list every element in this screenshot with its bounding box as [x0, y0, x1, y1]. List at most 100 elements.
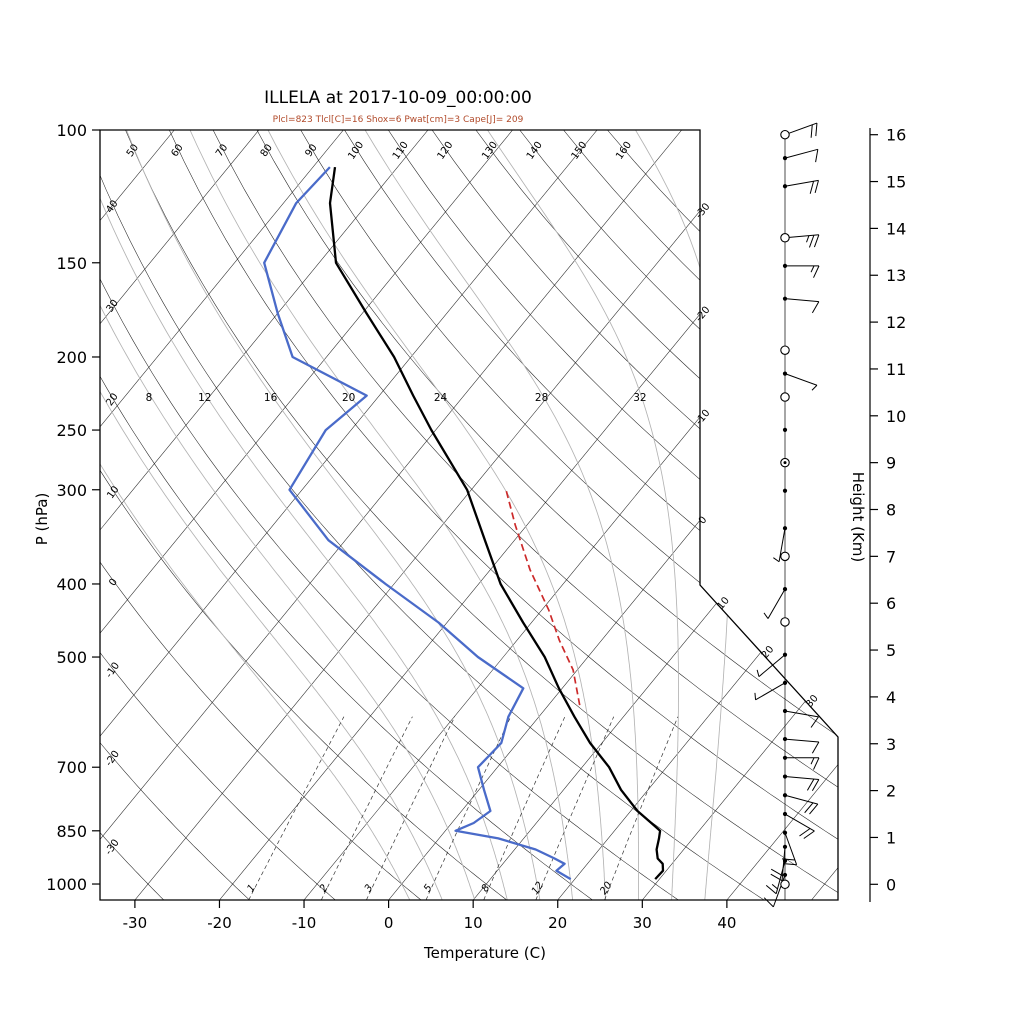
barb-feather [807, 779, 813, 790]
barb-feather [811, 125, 812, 138]
barb-feather [812, 742, 818, 753]
pressure-tick-label: 1000 [46, 875, 87, 894]
barb-stem [785, 739, 819, 742]
height-tick-label: 0 [886, 875, 896, 894]
wind-barb [785, 123, 817, 138]
height-tick-label: 15 [886, 173, 906, 192]
plot-frame [100, 130, 838, 900]
barb-half-feather [772, 884, 777, 888]
barb-stem [768, 589, 785, 618]
barb-stem [785, 374, 817, 386]
isotherm-line [727, 130, 1024, 900]
barb-stem [759, 655, 785, 677]
wind-calm-circle [781, 131, 789, 139]
wind-barb [785, 758, 819, 770]
barb-feather [814, 235, 818, 247]
isotherm-line [896, 130, 1024, 900]
moist-adiabat-label: 8 [146, 392, 153, 404]
wind-level-dot [784, 461, 787, 464]
barb-stem [785, 299, 819, 302]
dry-adiabat-line [520, 130, 1024, 900]
pressure-axis-label: P (hPa) [33, 493, 51, 546]
wind-level-dot [783, 428, 787, 432]
barb-feather [815, 180, 818, 193]
barb-stem [773, 875, 785, 907]
mixing-ratio-label: 1 [245, 883, 258, 895]
isotherm-line [0, 130, 5, 900]
wind-level-dot [783, 812, 787, 816]
wind-barb [785, 266, 819, 278]
dry-adiabat-top-label: 60 [169, 142, 185, 159]
wind-barb [785, 235, 819, 248]
dry-adiabat-top-label: 120 [436, 140, 456, 162]
isotherm-line [812, 130, 1024, 900]
isotherm-diagonal-label: 10 [715, 595, 732, 612]
temperature-tick-label: -30 [123, 914, 148, 932]
isotherm-line [50, 130, 681, 900]
mixing-ratio-label: 20 [598, 880, 614, 897]
wind-barb [755, 683, 785, 700]
wind-level-dot [783, 526, 787, 530]
wind-barb [764, 589, 785, 618]
wind-barb-column [755, 123, 819, 907]
barb-feather [816, 149, 818, 162]
pressure-tick-label: 850 [56, 822, 87, 841]
wind-barb [771, 847, 785, 881]
dry-adiabat-left-label: 0 [107, 577, 120, 589]
isotherm-line [0, 130, 597, 900]
barb-feather [764, 898, 773, 907]
height-tick-label: 7 [886, 547, 896, 566]
barb-half-feather [812, 385, 817, 390]
pressure-tick-label: 700 [56, 758, 87, 777]
pressure-tick-label: 200 [56, 348, 87, 367]
moist-adiabat-line [268, 130, 606, 900]
wind-level-dot [783, 489, 787, 493]
wind-level-dot [783, 653, 787, 657]
height-axis-label: Height (Km) [849, 472, 867, 563]
wind-barb [785, 374, 817, 391]
isotherm-right-label: -10 [694, 408, 713, 428]
wind-level-dot [783, 184, 787, 188]
moist-adiabat-line [190, 130, 573, 900]
temperature-axis-label: Temperature (C) [423, 944, 546, 962]
height-tick-label: 9 [886, 454, 896, 473]
barb-half-feather [807, 236, 809, 243]
pressure-tick-label: 400 [56, 575, 87, 594]
wind-level-dot [783, 873, 787, 877]
dry-adiabat-line [38, 130, 678, 900]
barb-half-feather [764, 613, 768, 619]
barb-feather [814, 758, 819, 770]
dry-adiabat-top-label: 80 [259, 142, 275, 159]
moist-adiabat-label: 16 [264, 392, 278, 404]
pressure-tick-label: 150 [56, 254, 87, 273]
height-tick-label: 2 [886, 782, 896, 801]
chart-title: ILLELA at 2017-10-09_00:00:00 [264, 88, 532, 108]
wind-barb [785, 180, 818, 193]
dry-adiabat-top-label: 160 [614, 140, 634, 162]
height-tick-label: 5 [886, 641, 896, 660]
pressure-tick-label: 250 [56, 421, 87, 440]
dry-adiabat-line [432, 130, 1024, 900]
height-tick-label: 4 [886, 688, 896, 707]
barb-feather [812, 302, 818, 313]
wind-barb [785, 299, 819, 313]
barb-stem [756, 683, 785, 700]
isotherm-right-label: 0 [697, 515, 710, 527]
wind-level-dot [783, 681, 787, 685]
wind-barb [785, 777, 819, 791]
wind-calm-circle [781, 618, 789, 626]
height-tick-label: 8 [886, 501, 896, 520]
barb-half-feather [811, 266, 814, 272]
height-tick-label: 16 [886, 126, 906, 145]
wind-calm-circle [781, 234, 789, 242]
moist-adiabat-label: 24 [434, 392, 448, 404]
isotherm-line [558, 130, 1024, 900]
temperature-tick-label: 40 [717, 914, 736, 932]
dry-adiabat-top-label: 90 [303, 142, 319, 159]
wind-level-dot [783, 372, 787, 376]
wind-level-dot [783, 156, 787, 160]
barb-feather [814, 266, 819, 278]
